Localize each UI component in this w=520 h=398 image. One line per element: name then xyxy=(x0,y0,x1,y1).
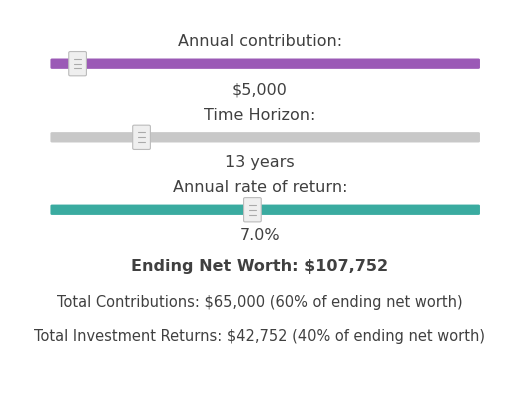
Text: Annual rate of return:: Annual rate of return: xyxy=(173,180,347,195)
Text: Ending Net Worth: $107,752: Ending Net Worth: $107,752 xyxy=(132,259,388,274)
Text: 7.0%: 7.0% xyxy=(240,228,280,243)
Text: 13 years: 13 years xyxy=(225,155,295,170)
FancyBboxPatch shape xyxy=(133,125,150,149)
FancyBboxPatch shape xyxy=(243,198,261,222)
FancyBboxPatch shape xyxy=(50,59,480,69)
Text: $5,000: $5,000 xyxy=(232,82,288,97)
FancyBboxPatch shape xyxy=(69,51,86,76)
Text: Total Investment Returns: $42,752 (40% of ending net worth): Total Investment Returns: $42,752 (40% o… xyxy=(34,329,486,344)
Text: Total Contributions: $65,000 (60% of ending net worth): Total Contributions: $65,000 (60% of end… xyxy=(57,295,463,310)
FancyBboxPatch shape xyxy=(50,205,480,215)
FancyBboxPatch shape xyxy=(50,132,480,142)
Text: Time Horizon:: Time Horizon: xyxy=(204,108,316,123)
Text: Annual contribution:: Annual contribution: xyxy=(178,34,342,49)
